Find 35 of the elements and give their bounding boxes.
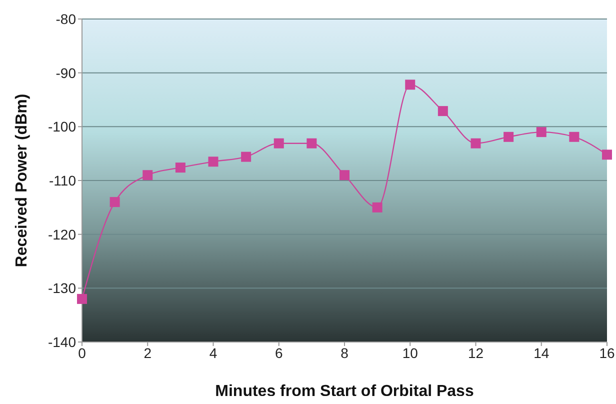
point — [306, 138, 317, 148]
point — [142, 170, 153, 180]
point — [110, 197, 120, 208]
point — [208, 156, 218, 167]
x-tick-label: 8 — [340, 344, 349, 361]
point — [470, 138, 481, 148]
y-tick-label: -140 — [48, 334, 76, 350]
y-tick-label: -80 — [56, 10, 76, 27]
point — [77, 294, 87, 304]
point — [274, 138, 284, 148]
x-tick-label: 4 — [209, 344, 218, 361]
point — [175, 162, 186, 173]
x-tick-label: 2 — [144, 344, 152, 361]
point — [504, 132, 514, 142]
x-tick-label: 6 — [274, 344, 283, 361]
y-tick-label: -90 — [56, 64, 76, 81]
y-tick-label: -130 — [48, 280, 76, 296]
point — [340, 170, 350, 180]
point — [372, 202, 382, 212]
x-tick-label: 10 — [402, 344, 418, 361]
y-tick-label: -100 — [48, 118, 76, 135]
x-tick-label: 16 — [599, 344, 615, 361]
point — [602, 150, 612, 160]
x-axis-title: Minutes from Start of Orbital Pass — [215, 383, 474, 400]
y-axis-title: Received Power (dBm) — [14, 94, 30, 268]
point — [241, 152, 252, 162]
point — [438, 106, 448, 116]
x-tick-label: 0 — [78, 344, 86, 361]
y-tick-label: -110 — [49, 172, 76, 188]
x-tick-label: 12 — [468, 344, 484, 361]
point — [569, 132, 580, 142]
point — [536, 127, 546, 138]
y-tick-label: -120 — [48, 226, 76, 242]
point — [405, 80, 416, 90]
x-tick-label: 14 — [534, 344, 550, 361]
